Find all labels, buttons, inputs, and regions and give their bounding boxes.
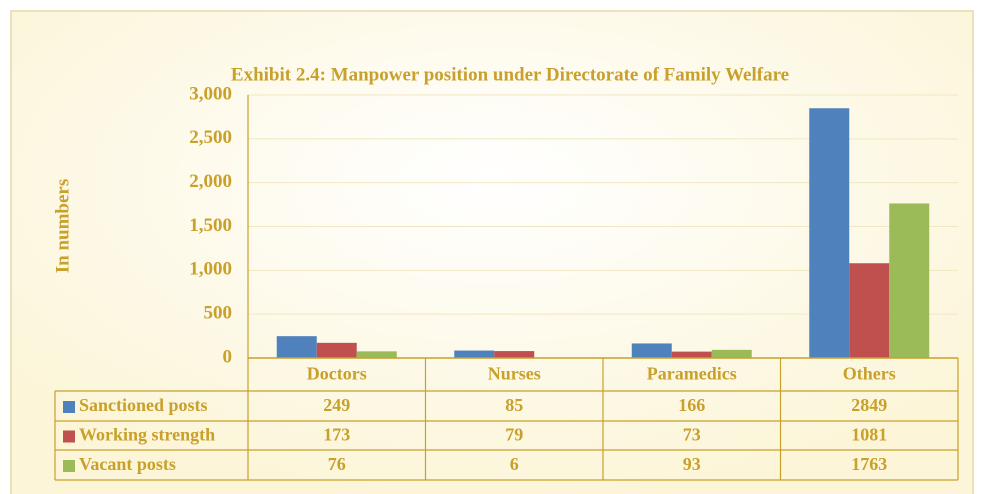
legend-swatch bbox=[63, 430, 75, 443]
bar bbox=[276, 336, 317, 358]
y-tick-label: 500 bbox=[204, 303, 233, 324]
table-value: 85 bbox=[505, 395, 523, 415]
bar bbox=[356, 351, 397, 358]
y-tick-label: 1,500 bbox=[189, 215, 232, 236]
table-value: 6 bbox=[510, 454, 519, 474]
legend-swatch bbox=[63, 460, 75, 472]
legend-label: Vacant posts bbox=[79, 454, 176, 474]
bar bbox=[809, 108, 850, 358]
bar bbox=[316, 342, 357, 358]
x-tick-label: Nurses bbox=[488, 364, 541, 384]
table-value: 79 bbox=[505, 425, 523, 445]
legend-label: Sanctioned posts bbox=[79, 395, 208, 415]
x-tick-label: Doctors bbox=[307, 364, 367, 384]
bar bbox=[671, 351, 712, 358]
table-value: 1763 bbox=[851, 454, 887, 474]
bar bbox=[849, 263, 890, 358]
table-value: 76 bbox=[328, 454, 346, 474]
table-value: 249 bbox=[323, 395, 350, 415]
y-tick-label: 2,000 bbox=[189, 171, 232, 192]
table-value: 93 bbox=[683, 454, 701, 474]
table-value: 73 bbox=[683, 425, 701, 445]
x-tick-label: Others bbox=[843, 364, 896, 384]
legend-swatch bbox=[63, 401, 75, 413]
y-tick-label: 0 bbox=[223, 346, 233, 367]
table-value: 166 bbox=[678, 395, 705, 415]
y-tick-label: 3,000 bbox=[189, 83, 232, 104]
y-tick-label: 1,000 bbox=[189, 259, 232, 280]
legend-label: Working strength bbox=[79, 425, 215, 445]
x-tick-label: Paramedics bbox=[647, 364, 737, 384]
y-axis-label: In numbers bbox=[52, 179, 73, 274]
bar bbox=[889, 203, 930, 358]
table-value: 2849 bbox=[851, 395, 887, 415]
bar bbox=[494, 351, 535, 358]
table-value: 173 bbox=[323, 425, 350, 445]
bar bbox=[454, 350, 495, 358]
table-value: 1081 bbox=[851, 425, 887, 445]
y-tick-label: 2,500 bbox=[189, 127, 232, 148]
chart-title: Exhibit 2.4: Manpower position under Dir… bbox=[231, 64, 789, 85]
bar bbox=[631, 343, 672, 358]
bar bbox=[711, 349, 752, 358]
